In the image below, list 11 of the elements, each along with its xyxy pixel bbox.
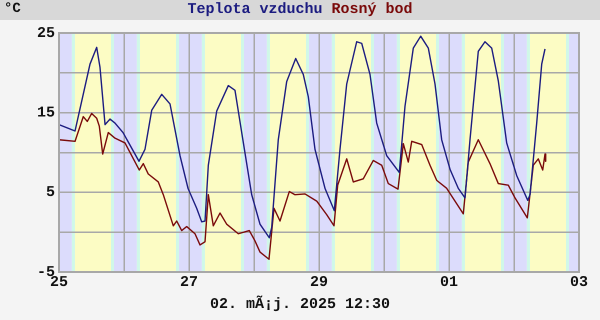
y-axis-title: °C [4, 1, 21, 17]
text: Teplota vzduchu [187, 1, 322, 18]
x-tick-label: 01 [440, 274, 458, 291]
y-tick-label: 15 [36, 104, 55, 122]
x-tick-label: 03 [570, 274, 588, 291]
x-tick-label: 27 [180, 274, 198, 291]
y-tick-label: 5 [46, 184, 55, 202]
text: Rosný bod [332, 1, 413, 18]
x-tick-label: 29 [310, 274, 328, 291]
text: 02. mÃ¡j. 2025 12:30 [208, 296, 392, 313]
y-tick-label: 25 [36, 24, 55, 42]
